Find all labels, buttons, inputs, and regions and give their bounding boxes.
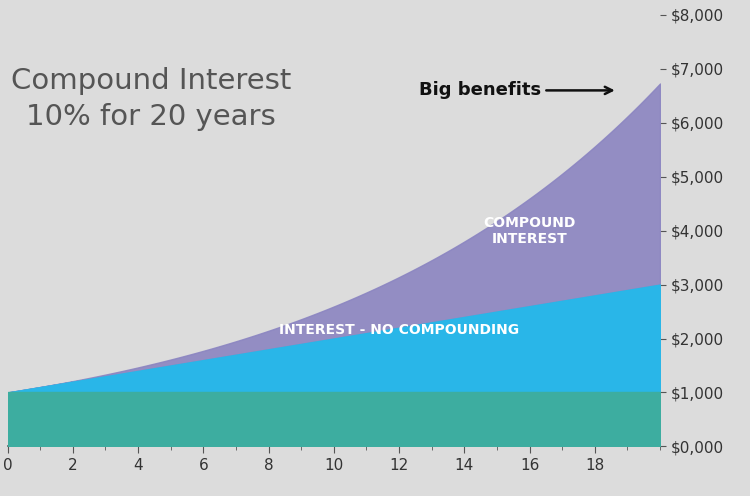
- Text: COMPOUND
INTEREST: COMPOUND INTEREST: [483, 216, 576, 246]
- Text: Compound Interest
10% for 20 years: Compound Interest 10% for 20 years: [10, 66, 291, 131]
- Text: Big benefits: Big benefits: [419, 81, 612, 99]
- Text: PRINCIPAL: PRINCIPAL: [334, 408, 464, 429]
- Text: INTEREST - NO COMPOUNDING: INTEREST - NO COMPOUNDING: [279, 323, 519, 337]
